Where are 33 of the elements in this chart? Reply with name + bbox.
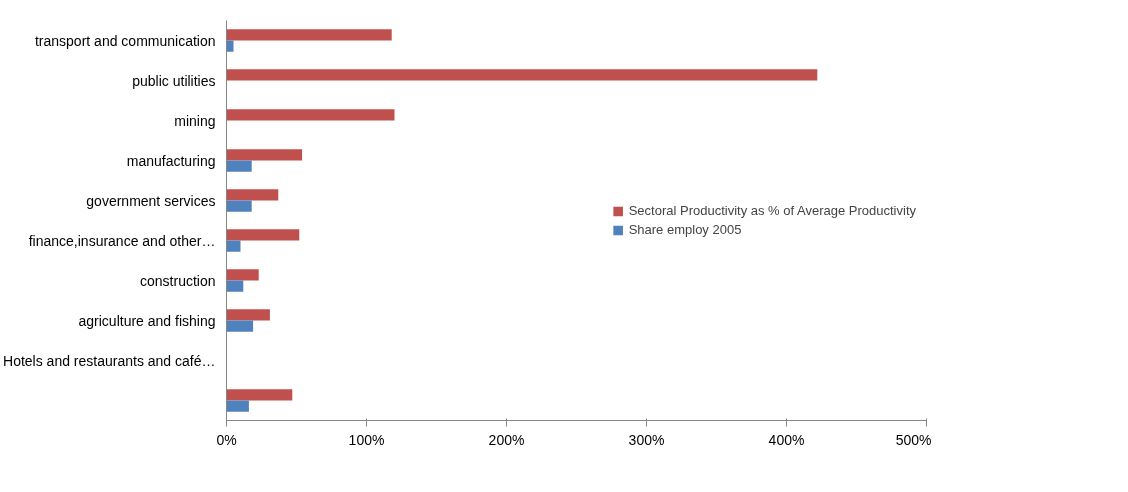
x-tick-label: 400% [768,431,805,448]
bar [226,109,395,121]
y-tick-label: public utilities [132,72,216,89]
bar [226,309,270,321]
bar [226,240,241,252]
bar [226,200,252,212]
legend-label: Sectoral Productivity as % of Average Productivity [628,203,916,218]
x-tick-label: 0% [216,431,237,448]
bar [226,149,303,161]
x-tick-label: 300% [628,431,665,448]
bar [226,160,252,172]
bar [226,229,300,241]
y-tick-label: finance,insurance and other… [28,232,216,249]
y-tick-label: Hotels and restaurants and café… [3,352,216,369]
y-tick-label: manufacturing [126,152,216,169]
bar [226,389,293,401]
x-tick-label: 200% [488,431,525,448]
y-tick-label: mining [174,112,216,129]
bar [226,280,244,292]
bar [226,189,279,201]
y-tick-label: transport and communication [34,32,216,49]
legend-label: Share employ 2005 [628,222,742,237]
bar [226,69,818,81]
y-tick-label: construction [140,272,216,289]
bar [226,269,259,281]
x-tick-label: 500% [895,431,932,448]
bar [226,320,254,332]
y-tick-label: government services [86,192,216,209]
y-tick-label: agriculture and fishing [78,312,216,329]
bar [226,40,234,52]
x-tick-label: 100% [348,431,385,448]
bar [226,29,392,41]
bar [226,400,249,412]
